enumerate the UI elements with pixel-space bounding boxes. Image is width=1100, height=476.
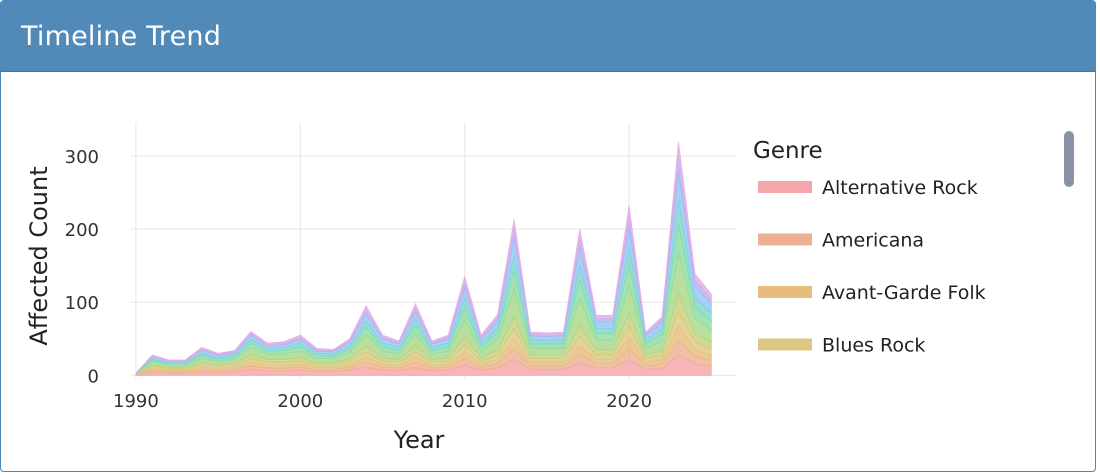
y-tick-label: 0 — [88, 366, 99, 387]
chart-areas[interactable] — [135, 141, 712, 376]
legend-label: Avant-Garde Folk — [822, 282, 986, 304]
legend-label: Americana — [822, 230, 924, 252]
legend-swatch — [758, 233, 812, 246]
y-tick-label: 100 — [65, 293, 99, 314]
x-axis-ticks: 1990 2000 2010 2020 — [113, 391, 652, 412]
x-tick-label: 2000 — [277, 391, 323, 412]
timeline-area-chart[interactable]: 1990 2000 2010 2020 0 100 200 300 Year Affecte… — [1, 73, 1091, 469]
panel-header: Timeline Trend — [1, 1, 1095, 72]
legend-label: Blues Rock — [822, 335, 925, 357]
y-tick-label: 200 — [65, 220, 99, 241]
chart-legend: Genre Alternative Rock Americana Avant-Gar… — [753, 138, 986, 357]
x-tick-label: 2020 — [606, 391, 652, 412]
legend-item[interactable]: Avant-Garde Folk — [758, 282, 986, 304]
legend-swatch — [758, 338, 812, 351]
legend-swatch — [758, 181, 812, 193]
legend-item[interactable]: Blues Rock — [758, 335, 925, 357]
x-tick-label: 1990 — [113, 391, 159, 412]
legend-label: Alternative Rock — [822, 177, 978, 199]
panel-title: Timeline Trend — [21, 20, 222, 52]
y-tick-label: 300 — [65, 147, 99, 168]
x-tick-label: 2010 — [442, 391, 488, 412]
y-axis-ticks: 0 100 200 300 — [65, 147, 99, 387]
x-axis-label: Year — [393, 426, 445, 454]
legend-title: Genre — [753, 138, 823, 164]
legend-swatch — [758, 286, 812, 298]
legend-item[interactable]: Americana — [758, 230, 924, 252]
legend-item[interactable]: Alternative Rock — [758, 177, 978, 199]
area-series-11[interactable] — [135, 141, 712, 374]
y-axis-label: Affected Count — [25, 166, 53, 345]
chart-container: 1990 2000 2010 2020 0 100 200 300 Year Affecte… — [1, 73, 1091, 471]
legend-scrollbar[interactable] — [1064, 131, 1074, 187]
